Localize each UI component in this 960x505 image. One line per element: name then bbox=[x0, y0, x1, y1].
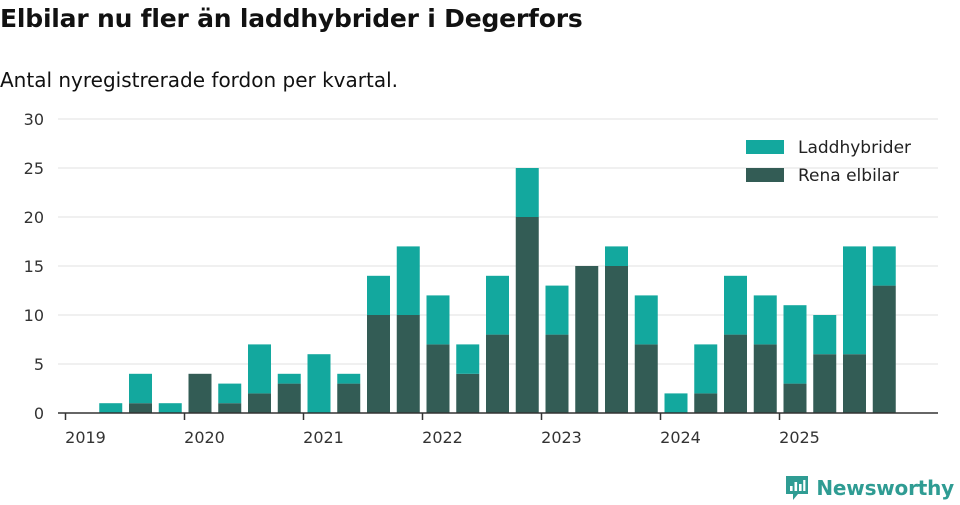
bar-rena-elbilar bbox=[872, 285, 896, 413]
bar-laddhybrider bbox=[367, 275, 390, 315]
bar-laddhybrider bbox=[129, 373, 152, 404]
bar-laddhybrider bbox=[337, 373, 361, 384]
bar-rena-elbilar bbox=[694, 393, 718, 413]
bar-rena-elbilar bbox=[575, 266, 599, 413]
y-tick-label: 15 bbox=[24, 257, 44, 276]
x-tick-label: 2024 bbox=[660, 428, 701, 447]
legend-label: Rena elbilar bbox=[798, 166, 899, 186]
bar-rena-elbilar bbox=[277, 383, 301, 413]
bar-rena-elbilar bbox=[337, 383, 361, 413]
bar-laddhybrider bbox=[99, 403, 123, 413]
legend: Laddhybrider Rena elbilar bbox=[746, 138, 911, 186]
bar-laddhybrider bbox=[545, 285, 569, 335]
y-tick-label: 5 bbox=[34, 355, 44, 374]
bar-rena-elbilar bbox=[753, 344, 777, 413]
bar-rena-elbilar bbox=[367, 315, 390, 413]
y-tick-label: 10 bbox=[24, 306, 44, 325]
legend-label: Laddhybrider bbox=[798, 138, 911, 158]
bar-laddhybrider bbox=[248, 344, 271, 394]
bar-rena-elbilar bbox=[515, 217, 539, 413]
x-tick-label: 2025 bbox=[779, 428, 820, 447]
bar-rena-elbilar bbox=[188, 373, 212, 413]
bars bbox=[99, 168, 896, 413]
brand-name: Newsworthy bbox=[816, 476, 954, 500]
bar-laddhybrider bbox=[605, 246, 628, 266]
bar-laddhybrider bbox=[843, 246, 866, 355]
bar-laddhybrider bbox=[753, 295, 777, 345]
chart-title: Elbilar nu fler än laddhybrider i Degerf… bbox=[0, 4, 583, 33]
y-tick-label: 0 bbox=[34, 404, 44, 423]
bar-rena-elbilar bbox=[724, 334, 747, 413]
bar-rena-elbilar bbox=[129, 403, 152, 413]
bar-laddhybrider bbox=[158, 403, 182, 413]
y-tick-label: 30 bbox=[24, 110, 44, 129]
bar-laddhybrider bbox=[872, 246, 896, 286]
y-tick-label: 25 bbox=[24, 159, 44, 178]
bar-laddhybrider bbox=[277, 373, 301, 384]
x-tick-label: 2020 bbox=[184, 428, 225, 447]
newsworthy-logo: Newsworthy bbox=[784, 474, 954, 502]
bar-rena-elbilar bbox=[545, 334, 569, 413]
bar-laddhybrider bbox=[426, 295, 450, 345]
newsworthy-bar-icon bbox=[786, 476, 809, 500]
bar-laddhybrider bbox=[515, 168, 539, 217]
bar-laddhybrider bbox=[724, 275, 747, 335]
bar-rena-elbilar bbox=[783, 383, 807, 413]
bar-laddhybrider bbox=[694, 344, 718, 394]
bar-rena-elbilar bbox=[248, 393, 271, 413]
bar-rena-elbilar bbox=[218, 403, 242, 413]
legend-swatch bbox=[746, 168, 784, 182]
bar-rena-elbilar bbox=[396, 315, 420, 413]
bar-laddhybrider bbox=[307, 354, 331, 413]
y-axis: 0 5 10 15 20 25 30 bbox=[24, 110, 44, 423]
bar-rena-elbilar bbox=[605, 266, 628, 413]
x-tick-label: 2019 bbox=[65, 428, 106, 447]
bar-rena-elbilar bbox=[456, 373, 480, 413]
bar-laddhybrider bbox=[634, 295, 658, 345]
x-tick-label: 2022 bbox=[422, 428, 463, 447]
bar-laddhybrider bbox=[783, 305, 807, 384]
bar-rena-elbilar bbox=[426, 344, 450, 413]
bar-laddhybrider bbox=[218, 383, 242, 404]
chart-subtitle: Antal nyregistrerade fordon per kvartal. bbox=[0, 68, 399, 92]
bar-laddhybrider bbox=[456, 344, 480, 374]
bar-laddhybrider bbox=[664, 393, 688, 413]
x-tick-label: 2021 bbox=[303, 428, 344, 447]
bar-rena-elbilar bbox=[843, 354, 866, 413]
x-tick-label: 2023 bbox=[541, 428, 582, 447]
bar-rena-elbilar bbox=[634, 344, 658, 413]
bar-laddhybrider bbox=[486, 275, 509, 335]
bar-rena-elbilar bbox=[486, 334, 509, 413]
bar-laddhybrider bbox=[396, 246, 420, 315]
x-axis: 2019 2020 2021 2022 2023 2024 2025 bbox=[58, 412, 938, 447]
legend-swatch bbox=[746, 140, 784, 154]
y-tick-label: 20 bbox=[24, 208, 44, 227]
bar-rena-elbilar bbox=[813, 354, 837, 413]
bar-laddhybrider bbox=[813, 315, 837, 355]
